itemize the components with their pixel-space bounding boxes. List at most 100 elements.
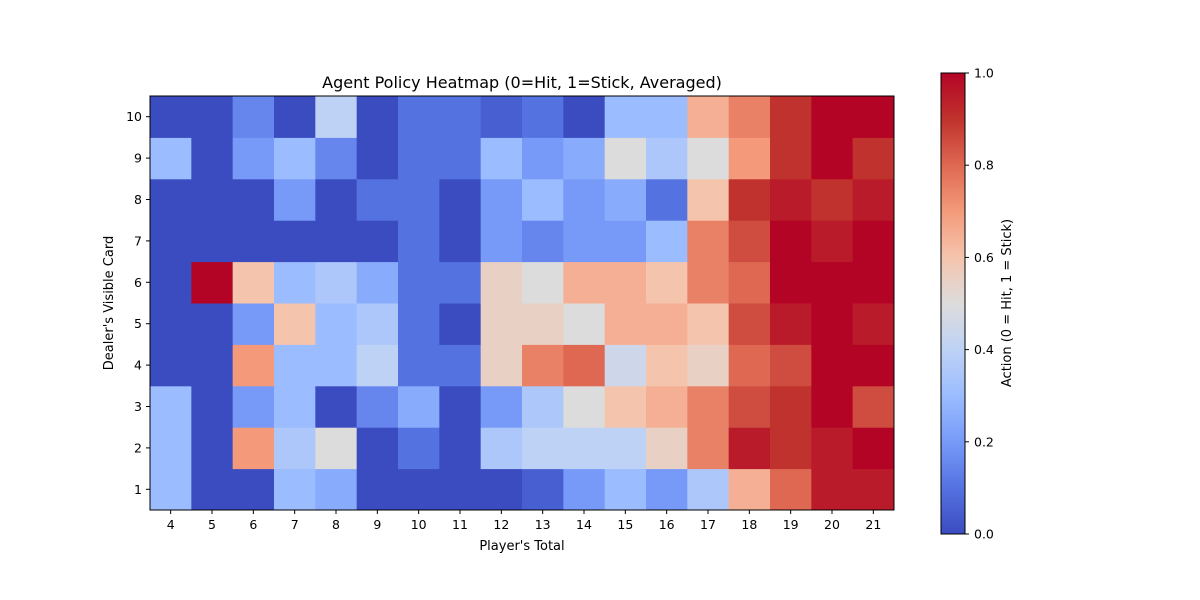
x-tick-label: 6 [249,517,257,532]
heatmap-cell [439,468,482,511]
heatmap-cell [439,220,482,263]
heatmap-cell [728,385,771,428]
heatmap-cell [191,468,234,511]
heatmap-cell [356,178,399,221]
heatmap-cell [398,261,440,304]
heatmap-cell [150,427,192,470]
colorbar-tick-label: 0.4 [974,342,994,357]
heatmap-cell [852,137,895,180]
heatmap-cell [232,96,275,138]
heatmap-cell [852,303,895,345]
y-tick-label: 9 [134,151,142,166]
heatmap-cell [315,303,358,345]
heatmap-cell [646,427,688,470]
x-axis-label: Player's Total [479,539,564,554]
x-tick-label: 9 [373,517,381,532]
heatmap-cell [852,220,895,263]
heatmap-cell [274,178,316,221]
heatmap-cell [356,344,399,387]
x-tick-label: 8 [332,517,340,532]
heatmap-cell [232,468,275,511]
heatmap-cell [439,137,482,180]
heatmap-cell [232,220,275,263]
heatmap-cell [398,427,440,470]
x-tick-label: 21 [865,517,881,532]
colorbar-label: Action (0 = Hit, 1 = Stick) [1000,219,1015,387]
colorbar-tick-label: 1.0 [974,66,994,81]
heatmap-cell [563,261,606,304]
heatmap-cell [191,178,234,221]
heatmap-cell [811,344,854,387]
heatmap-cell [150,468,192,511]
heatmap-cell [687,137,730,180]
heatmap-cell [646,137,688,180]
x-tick-label: 16 [659,517,675,532]
heatmap-cell [398,137,440,180]
heatmap-cell [646,220,688,263]
heatmap-cell [728,220,771,263]
heatmap-cell [191,261,234,304]
y-tick-label: 6 [134,275,142,290]
heatmap-cell [687,220,730,263]
heatmap-cell [274,137,316,180]
heatmap-cell [274,303,316,345]
heatmap-cell [398,468,440,511]
heatmap-cell [480,178,523,221]
x-tick-label: 11 [452,517,468,532]
heatmap-cell [852,261,895,304]
heatmap-cell [398,303,440,345]
heatmap-cell [646,385,688,428]
heatmap-cell [728,303,771,345]
heatmap-cell [439,385,482,428]
heatmap-cell [480,427,523,470]
y-tick-label: 10 [126,109,142,124]
y-tick-label: 4 [134,358,142,373]
heatmap-cell [356,468,399,511]
heatmap-cell [728,427,771,470]
heatmap-cell [811,303,854,345]
heatmap-cell [232,137,275,180]
heatmap-cell [770,137,812,180]
x-tick-label: 17 [700,517,716,532]
heatmap-cell [232,385,275,428]
x-tick-label: 10 [411,517,427,532]
heatmap-cell [356,385,399,428]
heatmap-cell [274,468,316,511]
heatmap-cell [439,344,482,387]
heatmap-cell [687,344,730,387]
heatmap-cell [728,178,771,221]
heatmap-cell [811,96,854,138]
heatmap-cell [646,468,688,511]
heatmap-cell [770,468,812,511]
heatmap-cell [852,385,895,428]
heatmap-cell [150,303,192,345]
heatmap-cell [232,303,275,345]
y-tick-label: 3 [134,399,142,414]
heatmap-cell [604,303,647,345]
x-tick-label: 12 [493,517,509,532]
heatmap-cell [646,261,688,304]
plot-frame [149,95,895,511]
colorbar-tick-label: 0.0 [974,527,994,542]
colorbar: 0.0 0.2 0.4 0.6 0.8 1.0 Action (0 = Hit, 1 = … [940,66,1015,542]
heatmap-cell [770,178,812,221]
heatmap-cell [315,468,358,511]
heatmap-cell [439,427,482,470]
y-tick-label: 5 [134,316,142,331]
colorbar-gradient [940,72,966,535]
heatmap-cell [150,178,192,221]
heatmap-cell [563,303,606,345]
heatmap-cell [604,344,647,387]
heatmap-cell [604,468,647,511]
chart-title: Agent Policy Heatmap (0=Hit, 1=Stick, Av… [322,73,722,92]
heatmap-cell [522,427,564,470]
x-tick-label: 5 [208,517,216,532]
x-tick-label: 15 [617,517,633,532]
heatmap-cell [522,344,564,387]
heatmap-cell [522,468,564,511]
heatmap-cell [315,385,358,428]
heatmap-cell [687,385,730,428]
heatmap-cell [811,385,854,428]
heatmap-cell [852,427,895,470]
heatmap-cell [604,385,647,428]
